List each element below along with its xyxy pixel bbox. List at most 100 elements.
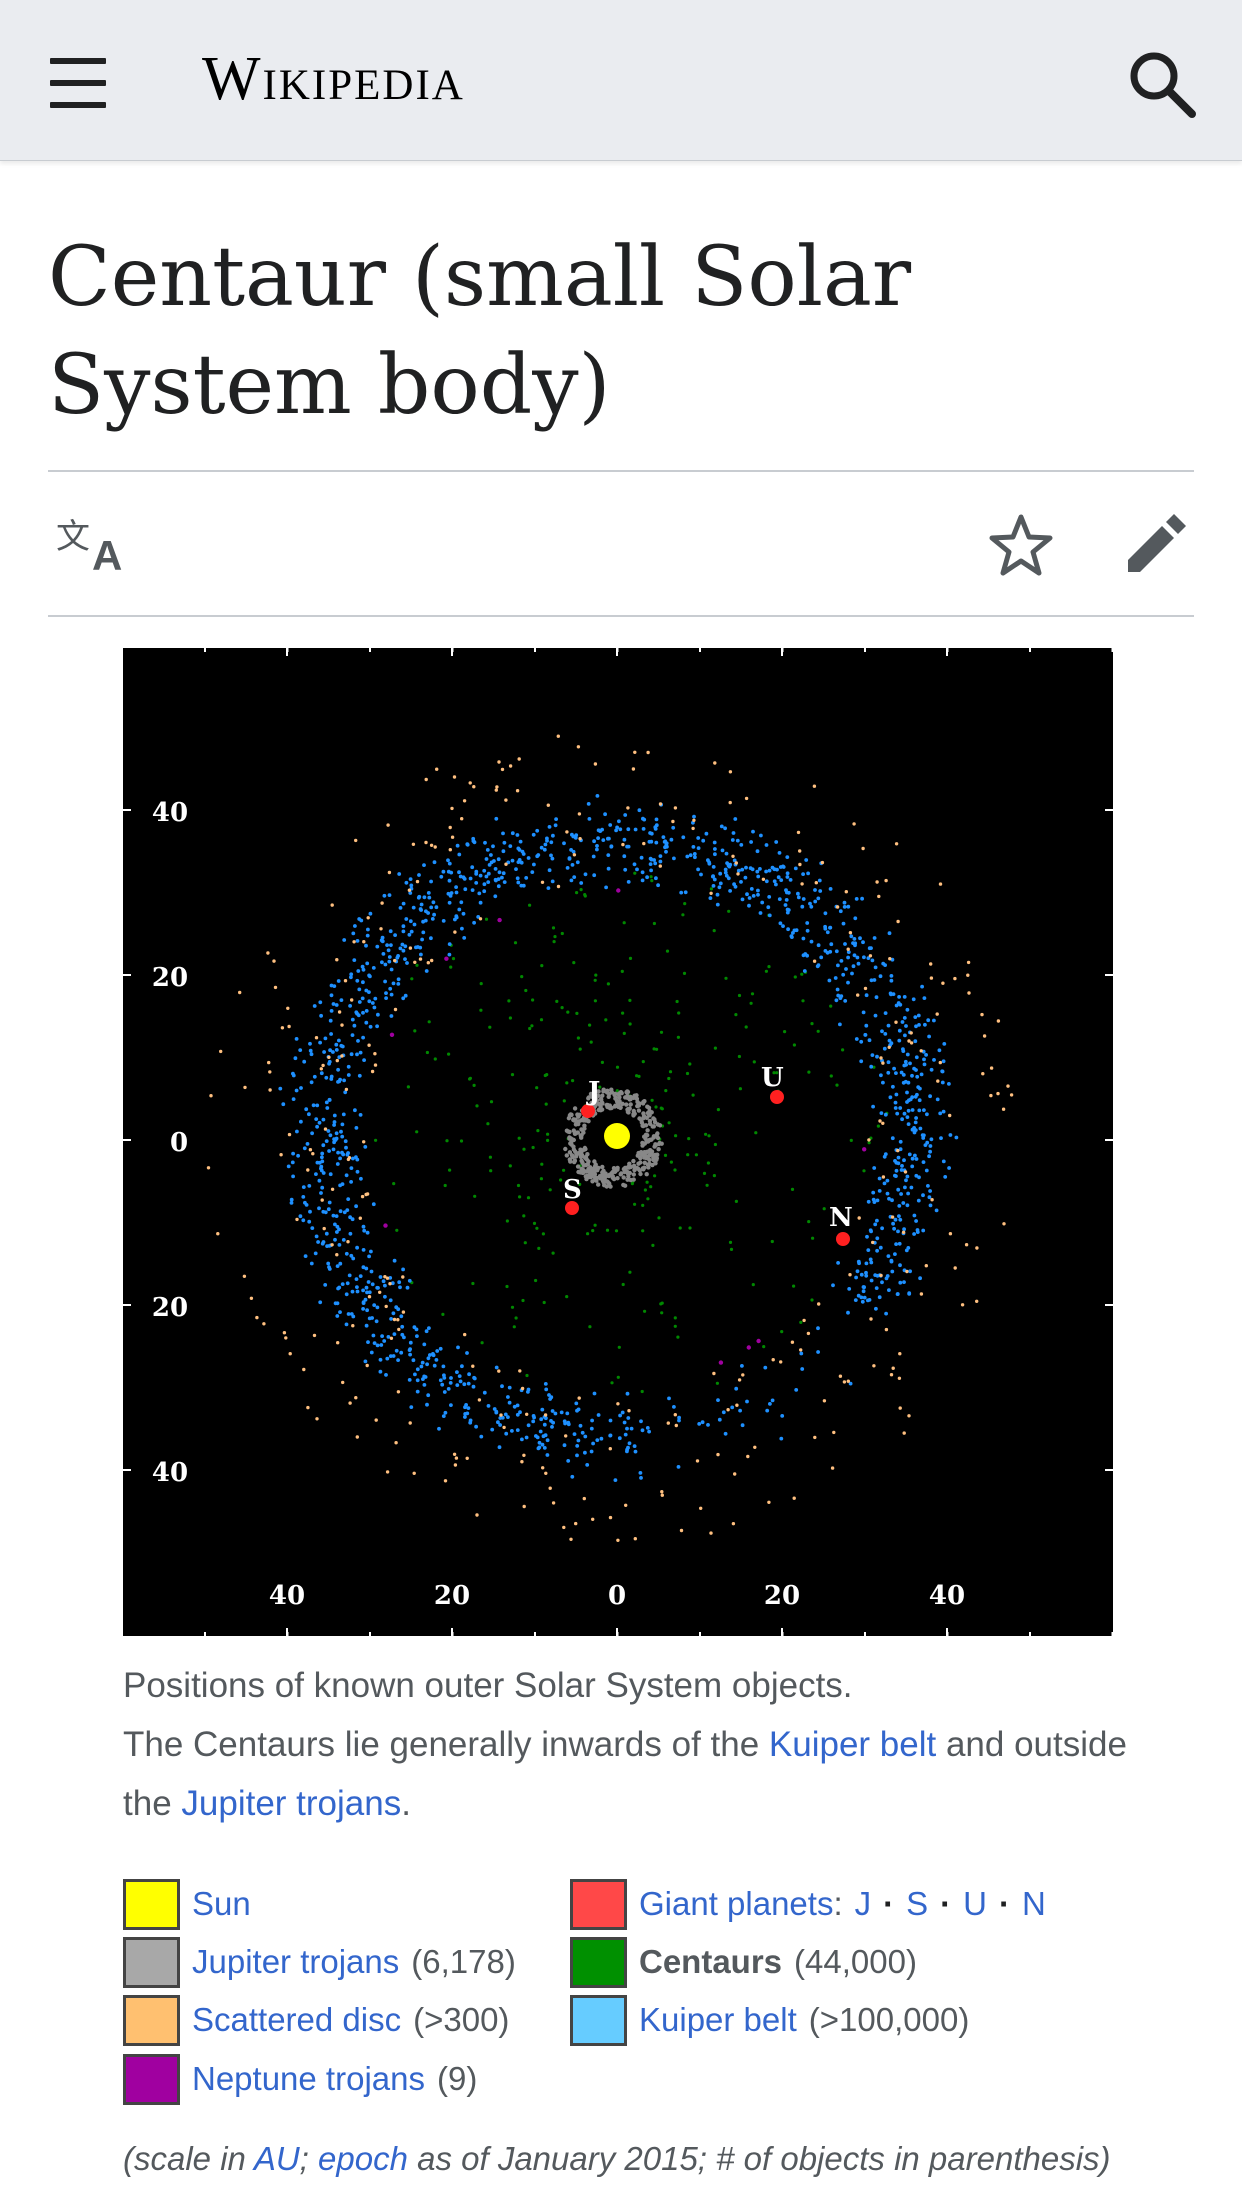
jupiter-link[interactable]: J xyxy=(854,1885,872,1922)
kuiper-belt-point xyxy=(337,1243,342,1247)
scattered-disc-point xyxy=(424,777,428,782)
kuiper-belt-point xyxy=(429,936,433,941)
jupiter-trojan-point xyxy=(622,1169,627,1175)
kuiper-belt-point xyxy=(658,859,663,864)
kuiper-belt-point xyxy=(785,907,790,912)
kuiper-belt-point xyxy=(880,1029,884,1034)
kuiper-belt-point xyxy=(625,1426,629,1431)
scattered-disc-point xyxy=(314,1036,319,1040)
scattered-disc-point xyxy=(354,1396,358,1400)
kuiper-belt-point xyxy=(517,848,522,852)
scattered-disc-point xyxy=(660,1493,664,1497)
kuiper-belt-point xyxy=(755,869,760,874)
centaur-point xyxy=(694,1153,699,1157)
kuiper-belt-point xyxy=(391,1311,396,1316)
jupiter-trojan-point xyxy=(598,1104,603,1109)
kuiper-belt-point xyxy=(743,875,748,880)
pencil-icon[interactable] xyxy=(1122,512,1188,578)
y-tick-label: 20 xyxy=(152,1293,188,1323)
kuiper-belt-point xyxy=(772,879,777,884)
scattered-disc-point xyxy=(401,1310,406,1314)
neptune-trojans-link[interactable]: Neptune trojans xyxy=(192,2060,425,2097)
jupiter-trojan-point xyxy=(611,1176,617,1182)
centaur-point xyxy=(591,1229,595,1233)
kuiper-belt-point xyxy=(286,1164,291,1169)
wikipedia-logo[interactable]: Wikipedia xyxy=(202,45,465,113)
neptune-link[interactable]: N xyxy=(1022,1885,1046,1922)
scattered-disc-point xyxy=(726,1408,730,1412)
scattered-disc-point xyxy=(450,806,454,811)
kuiper-belt-point xyxy=(335,1264,340,1268)
hamburger-menu-icon[interactable] xyxy=(40,50,118,116)
kuiper-belt-point xyxy=(809,939,814,944)
outer-solar-system-figure[interactable]: 40 20 0 20 40 40 20 0 20 40 J S U N xyxy=(123,648,1113,1636)
scattered-disc-point xyxy=(938,882,943,886)
kuiper-belt-point xyxy=(361,1301,366,1305)
kuiper-belt-point xyxy=(447,861,452,866)
sun-link[interactable]: Sun xyxy=(192,1885,251,1922)
kuiper-belt-point xyxy=(924,1168,929,1173)
kuiper-belt-point xyxy=(902,1280,906,1284)
au-link[interactable]: AU xyxy=(253,2140,300,2177)
jupiter-trojan-point xyxy=(631,1111,636,1117)
kuiper-belt-point xyxy=(417,894,422,899)
scattered-disc-point xyxy=(779,1360,783,1364)
saturn-link[interactable]: S xyxy=(906,1885,929,1922)
scattered-disc-point xyxy=(930,1198,934,1202)
kuiper-belt-point xyxy=(357,917,362,921)
kuiper-belt-point xyxy=(853,1298,858,1302)
jupiter-trojan-point xyxy=(627,1170,632,1176)
search-icon[interactable] xyxy=(1120,42,1204,126)
jupiter-trojan-point xyxy=(628,1102,633,1107)
centaur-point xyxy=(876,1124,881,1128)
kuiper-belt-point xyxy=(355,1245,359,1250)
kuiper-belt-point xyxy=(817,878,822,883)
kuiper-belt-point xyxy=(324,1231,329,1236)
kuiper-belt-point xyxy=(901,1201,906,1205)
language-icon[interactable]: 文 A xyxy=(52,510,128,580)
jupiter-trojans-legend-link[interactable]: Jupiter trojans xyxy=(192,1943,400,1980)
kuiper-belt-point xyxy=(345,1281,350,1286)
centaur-point xyxy=(754,1131,758,1135)
scattered-disc-link[interactable]: Scattered disc xyxy=(192,2001,402,2038)
centaur-point xyxy=(562,1099,566,1103)
scattered-disc-point xyxy=(367,1043,371,1047)
centaur-point xyxy=(531,998,535,1002)
giant-planets-link[interactable]: Giant planets xyxy=(639,1885,834,1922)
kuiper-belt-point xyxy=(316,1240,320,1244)
scattered-disc-point xyxy=(771,1358,775,1362)
kuiper-belt-point xyxy=(645,875,649,880)
epoch-link[interactable]: epoch xyxy=(318,2140,408,2177)
kuiper-belt-point xyxy=(739,843,744,847)
centaur-point xyxy=(829,1004,833,1008)
kuiper-belt-point xyxy=(357,1073,362,1078)
kuiper-belt-point xyxy=(897,1214,901,1218)
kuiper-belt-point xyxy=(863,1033,868,1037)
legend-count: (9) xyxy=(436,2060,478,2097)
saturn-planet-point xyxy=(565,1201,579,1215)
scattered-disc-point xyxy=(494,788,498,792)
kuiper-belt-point xyxy=(467,1372,471,1377)
jupiter-trojans-link[interactable]: Jupiter trojans xyxy=(181,1784,402,1823)
kuiper-belt-point xyxy=(565,1411,570,1416)
jupiter-trojan-point xyxy=(572,1106,578,1111)
kuiper-belt-point xyxy=(893,1217,898,1222)
kuiper-belt-point xyxy=(740,867,745,872)
uranus-link[interactable]: U xyxy=(963,1885,987,1922)
centaur-point xyxy=(616,1375,620,1379)
kuiper-belt-point xyxy=(730,838,735,842)
scattered-disc-point xyxy=(385,1276,390,1280)
star-icon[interactable] xyxy=(988,512,1054,578)
kuiper-belt-link[interactable]: Kuiper belt xyxy=(768,1725,937,1764)
kuiper-belt-point xyxy=(471,836,476,841)
kuiper-belt-legend-link[interactable]: Kuiper belt xyxy=(639,2001,797,2038)
scattered-disc-point xyxy=(728,770,733,774)
kuiper-belt-point xyxy=(886,1070,891,1075)
kuiper-belt-point xyxy=(836,993,841,998)
centaur-point xyxy=(691,1093,695,1097)
kuiper-belt-point xyxy=(374,1319,379,1324)
kuiper-belt-point xyxy=(429,879,433,884)
centaur-point xyxy=(472,1083,476,1087)
jupiter-trojan-point xyxy=(639,1152,645,1157)
kuiper-belt-point xyxy=(540,1407,545,1412)
